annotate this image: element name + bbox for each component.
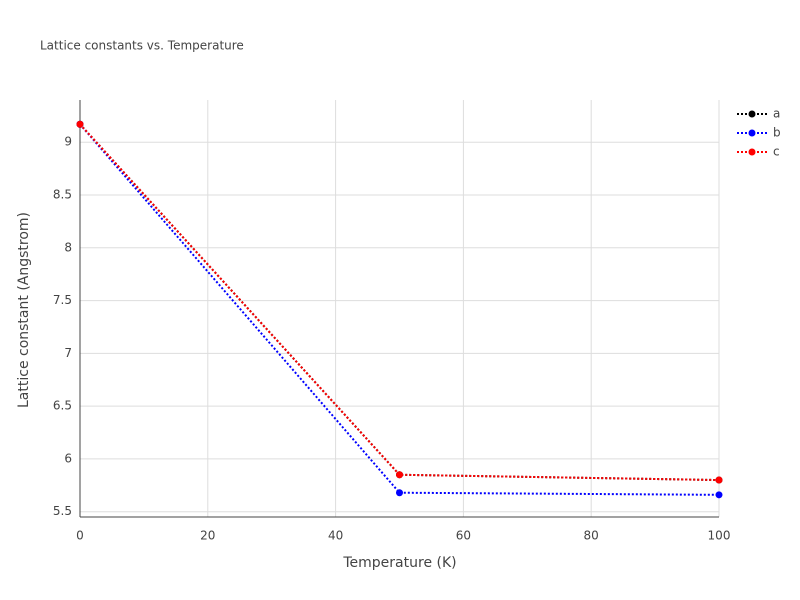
x-axis-label: Temperature (K) xyxy=(342,555,456,571)
point xyxy=(396,471,403,479)
legend-label: b xyxy=(773,126,781,140)
legend-label: a xyxy=(773,107,780,121)
y-tick-label: 8.5 xyxy=(53,188,72,202)
point xyxy=(715,491,723,499)
y-tick-label: 6 xyxy=(64,451,72,465)
legend-marker xyxy=(748,129,756,137)
x-tick-label: 60 xyxy=(456,529,471,543)
series-line xyxy=(79,123,720,482)
legend-label: c xyxy=(773,145,780,159)
x-tick-label: 100 xyxy=(708,529,731,543)
legend-marker xyxy=(748,110,756,118)
y-axis-label: Lattice constant (Angstrom) xyxy=(16,212,32,408)
x-tick-label: 0 xyxy=(76,529,84,543)
y-tick-label: 8 xyxy=(64,240,72,254)
y-tick-label: 5.5 xyxy=(53,504,72,518)
y-tick-label: 7.5 xyxy=(53,293,72,307)
y-tick-label: 6.5 xyxy=(53,399,72,413)
x-tick-label: 80 xyxy=(584,529,599,543)
point xyxy=(715,476,723,484)
legend-marker xyxy=(748,148,756,156)
x-tick-label: 40 xyxy=(328,529,343,543)
point xyxy=(76,120,84,128)
chart-title: Lattice constants vs. Temperature xyxy=(40,39,244,53)
series-line xyxy=(79,123,720,496)
series-line xyxy=(79,123,720,482)
y-tick-label: 7 xyxy=(64,346,72,360)
x-tick-label: 20 xyxy=(200,529,215,543)
y-tick-label: 9 xyxy=(64,135,72,149)
point xyxy=(396,489,403,497)
